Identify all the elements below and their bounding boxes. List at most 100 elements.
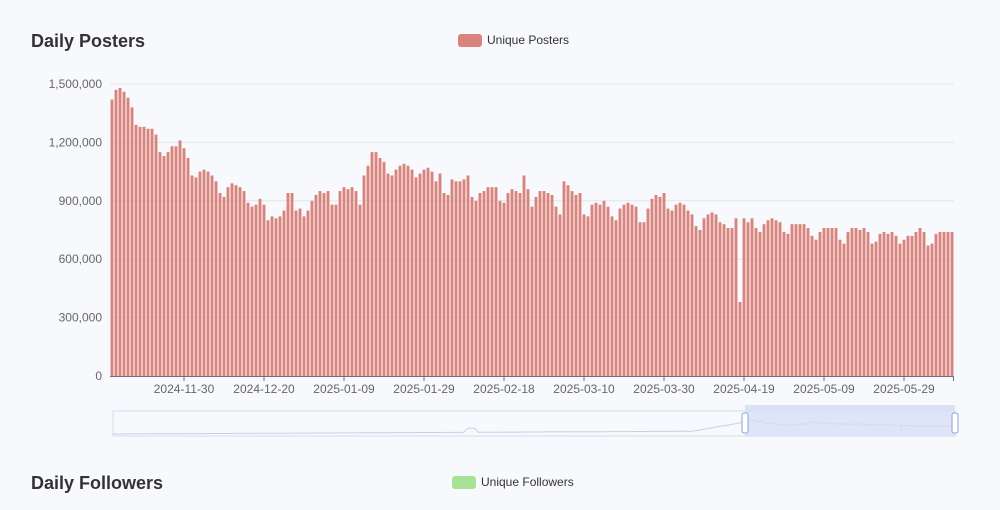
bar[interactable] <box>918 228 922 376</box>
zoom-left-handle[interactable] <box>741 412 749 434</box>
bar[interactable] <box>722 224 726 376</box>
bar[interactable] <box>922 231 926 376</box>
zoom-right-handle[interactable] <box>951 412 959 434</box>
bar[interactable] <box>154 134 158 376</box>
bar[interactable] <box>930 243 934 376</box>
bar[interactable] <box>250 206 254 376</box>
bar[interactable] <box>914 231 918 376</box>
bar[interactable] <box>226 187 230 376</box>
bar[interactable] <box>578 193 582 376</box>
bar[interactable] <box>362 175 366 376</box>
bar[interactable] <box>190 175 194 376</box>
bar[interactable] <box>662 193 666 376</box>
bar[interactable] <box>758 231 762 376</box>
bar[interactable] <box>910 235 914 376</box>
bar[interactable] <box>682 204 686 376</box>
bar[interactable] <box>794 224 798 376</box>
bar[interactable] <box>406 165 410 376</box>
bar[interactable] <box>570 191 574 376</box>
bar[interactable] <box>418 173 422 376</box>
bar[interactable] <box>514 191 518 376</box>
bar[interactable] <box>618 208 622 376</box>
bar[interactable] <box>870 243 874 376</box>
bar[interactable] <box>202 169 206 376</box>
bar[interactable] <box>430 171 434 376</box>
bar[interactable] <box>934 233 938 376</box>
bar[interactable] <box>538 191 542 376</box>
bar[interactable] <box>414 177 418 376</box>
bar[interactable] <box>778 222 782 376</box>
bar[interactable] <box>342 187 346 376</box>
bar[interactable] <box>306 210 310 376</box>
bar[interactable] <box>774 220 778 376</box>
bar[interactable] <box>866 231 870 376</box>
bar[interactable] <box>562 181 566 376</box>
bar[interactable] <box>354 191 358 376</box>
bar[interactable] <box>522 175 526 376</box>
bar[interactable] <box>122 91 126 376</box>
bar[interactable] <box>310 200 314 376</box>
bar[interactable] <box>786 233 790 376</box>
bar[interactable] <box>370 152 374 376</box>
bar[interactable] <box>314 194 318 376</box>
bar[interactable] <box>282 210 286 376</box>
bar[interactable] <box>650 198 654 376</box>
bar[interactable] <box>806 228 810 376</box>
bar[interactable] <box>750 218 754 376</box>
bar[interactable] <box>510 189 514 376</box>
bar[interactable] <box>694 226 698 376</box>
bar[interactable] <box>270 216 274 376</box>
bar[interactable] <box>346 189 350 376</box>
bar[interactable] <box>278 216 282 376</box>
bar[interactable] <box>382 161 386 376</box>
bar[interactable] <box>894 235 898 376</box>
bar[interactable] <box>686 210 690 376</box>
bar[interactable] <box>518 193 522 376</box>
bar[interactable] <box>470 196 474 376</box>
bar[interactable] <box>366 165 370 376</box>
bar[interactable] <box>646 208 650 376</box>
bar[interactable] <box>170 146 174 376</box>
bar[interactable] <box>854 228 858 376</box>
bar[interactable] <box>670 210 674 376</box>
bar[interactable] <box>702 218 706 376</box>
bar[interactable] <box>194 177 198 376</box>
bar[interactable] <box>790 224 794 376</box>
bar[interactable] <box>350 187 354 376</box>
bar[interactable] <box>486 187 490 376</box>
bar[interactable] <box>890 231 894 376</box>
bar[interactable] <box>678 202 682 376</box>
bar[interactable] <box>410 169 414 376</box>
bar[interactable] <box>742 218 746 376</box>
bar[interactable] <box>126 97 130 376</box>
bar[interactable] <box>274 218 278 376</box>
bar[interactable] <box>150 128 154 376</box>
bar[interactable] <box>266 220 270 376</box>
bar[interactable] <box>198 171 202 376</box>
bar[interactable] <box>838 239 842 376</box>
bar[interactable] <box>506 193 510 376</box>
bar[interactable] <box>490 187 494 376</box>
bar[interactable] <box>906 235 910 376</box>
bar[interactable] <box>654 194 658 376</box>
followers-legend[interactable]: Unique Followers <box>452 475 574 489</box>
bar[interactable] <box>846 231 850 376</box>
bar[interactable] <box>238 187 242 376</box>
bar[interactable] <box>294 210 298 376</box>
bar[interactable] <box>426 167 430 376</box>
bar[interactable] <box>474 200 478 376</box>
bar[interactable] <box>862 228 866 376</box>
bar[interactable] <box>770 218 774 376</box>
bar[interactable] <box>446 194 450 376</box>
bar[interactable] <box>182 148 186 376</box>
bar[interactable] <box>878 233 882 376</box>
bar[interactable] <box>674 204 678 376</box>
bar[interactable] <box>438 173 442 376</box>
bar[interactable] <box>494 187 498 376</box>
bar[interactable] <box>394 169 398 376</box>
bar[interactable] <box>842 243 846 376</box>
bar[interactable] <box>318 191 322 376</box>
bar[interactable] <box>946 231 950 376</box>
bar[interactable] <box>734 218 738 376</box>
bar[interactable] <box>826 228 830 376</box>
